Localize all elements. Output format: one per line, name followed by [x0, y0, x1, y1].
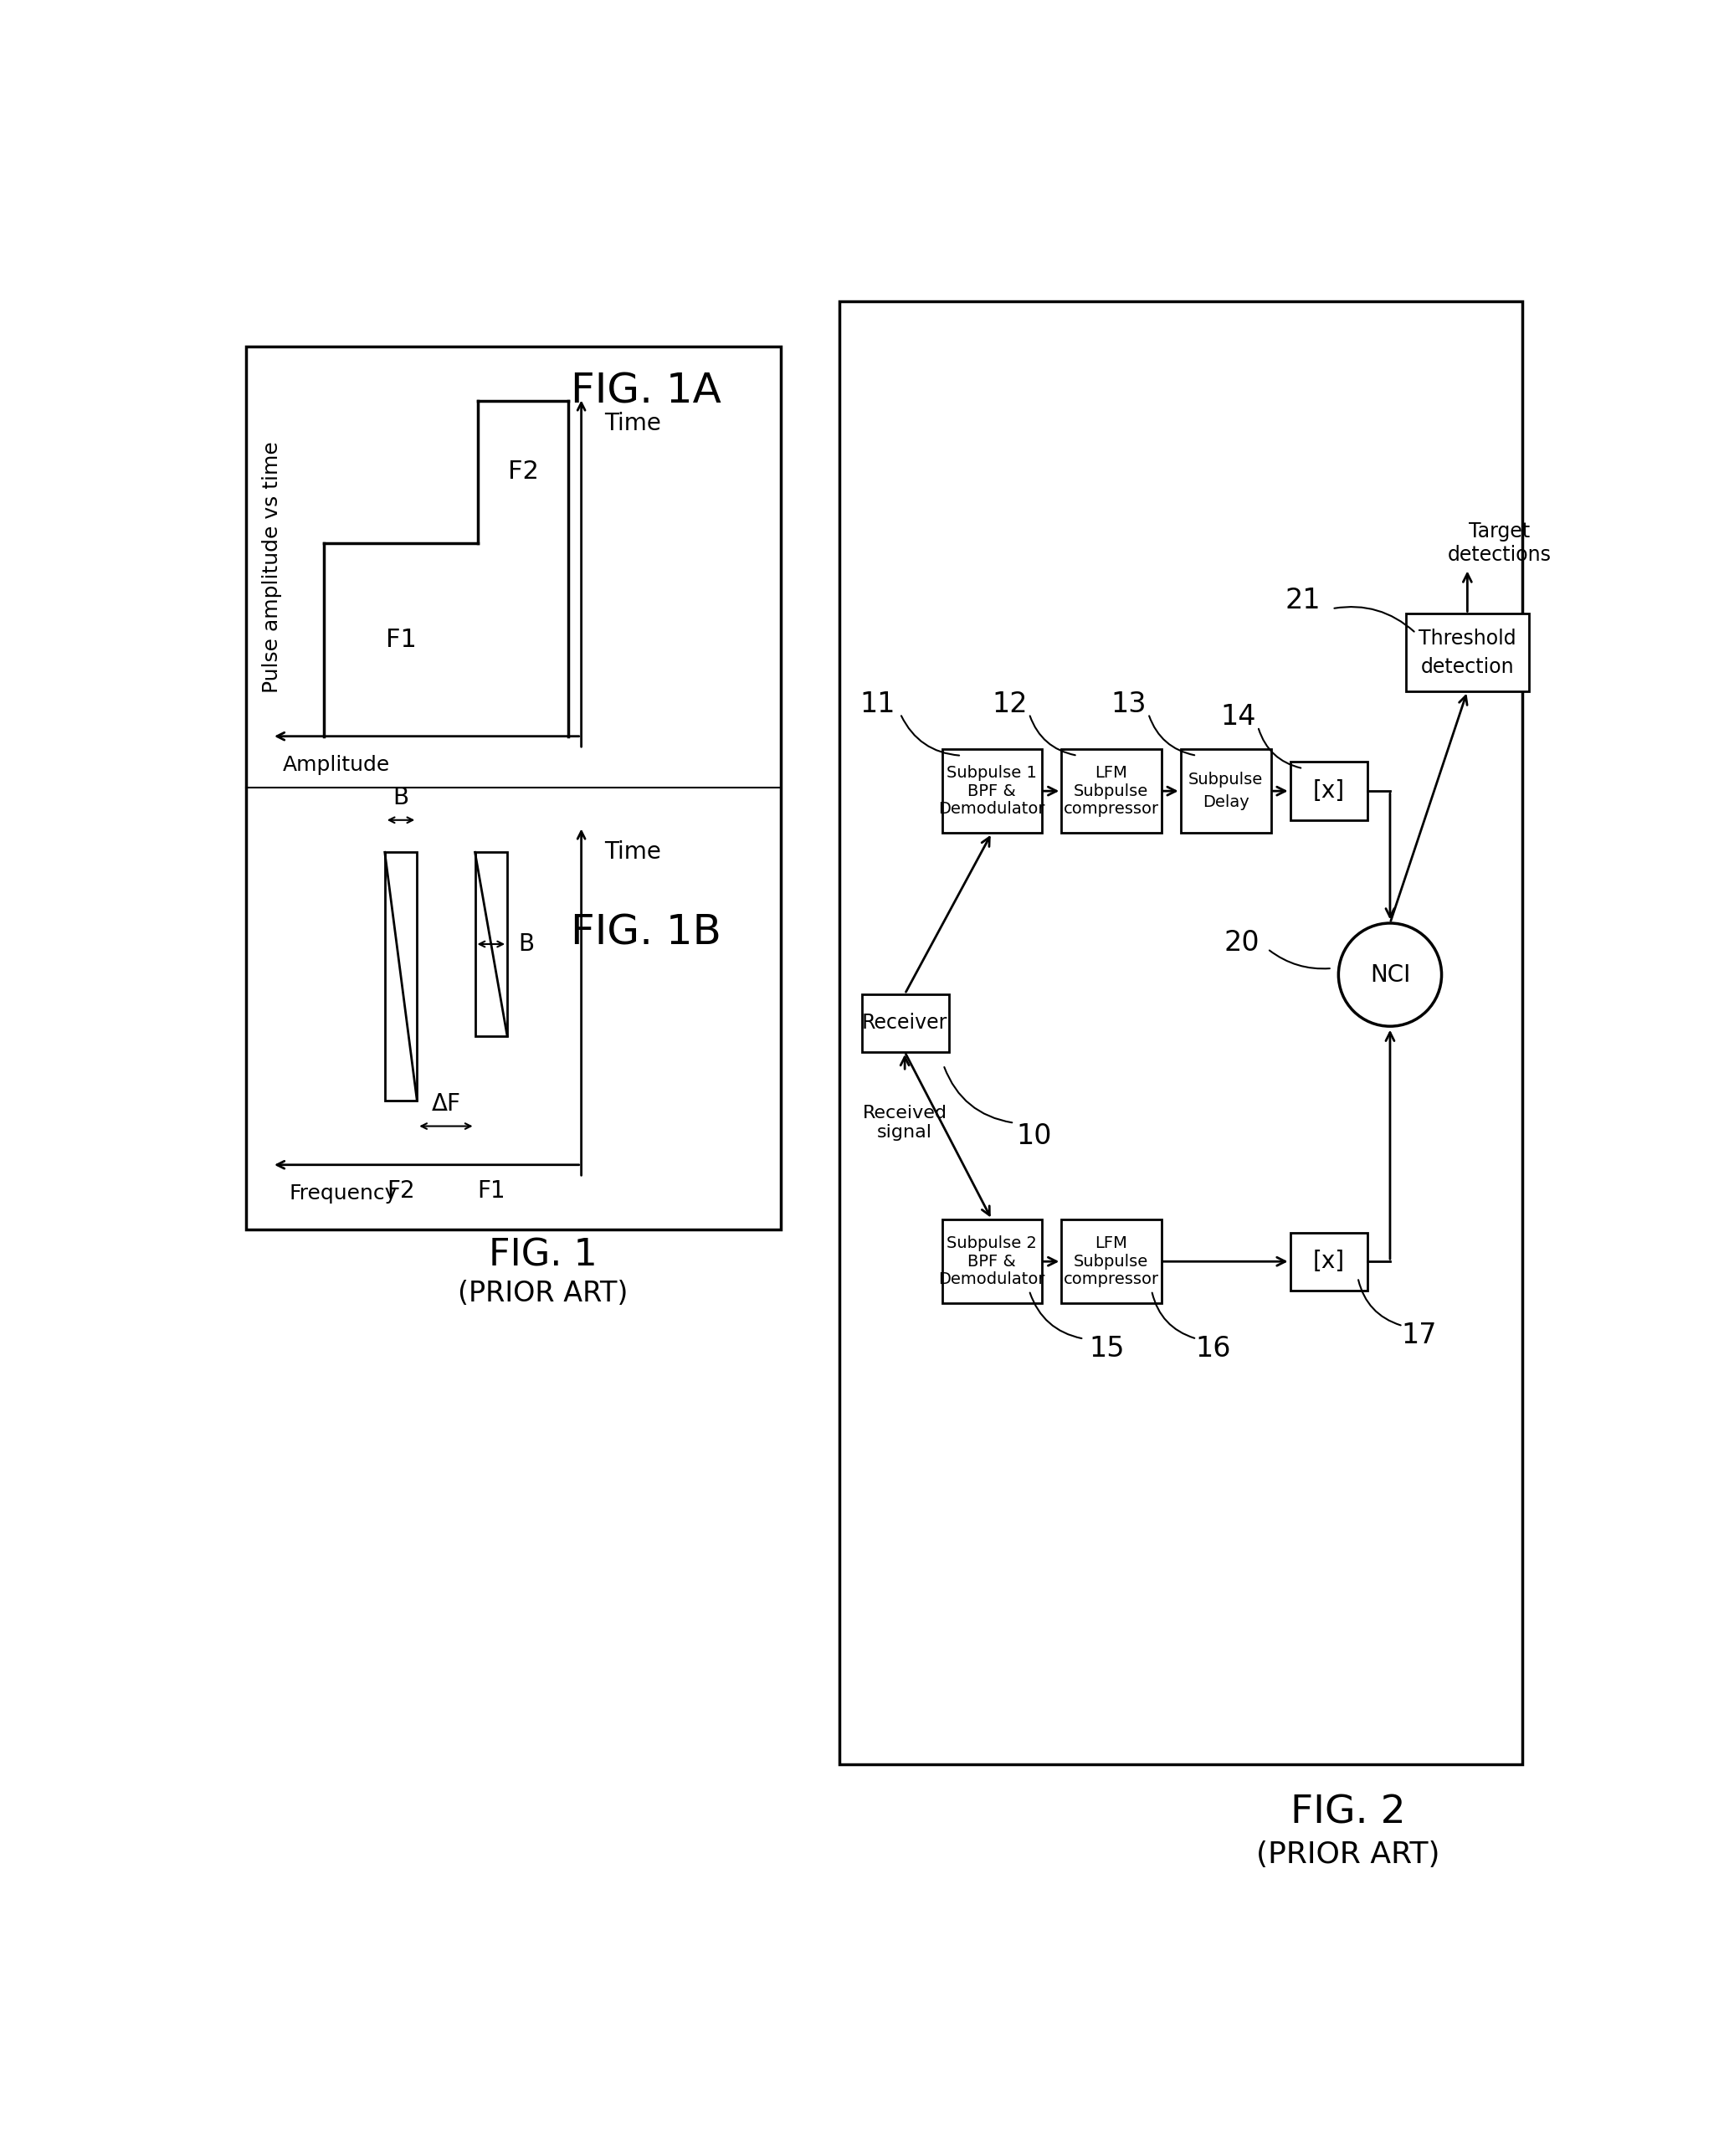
Text: 12: 12 [992, 690, 1027, 718]
Text: [x]: [x] [1312, 778, 1345, 802]
Text: compressor: compressor [1063, 1272, 1158, 1287]
Text: 13: 13 [1112, 690, 1146, 718]
Text: FIG. 2: FIG. 2 [1290, 1794, 1406, 1830]
Text: Pulse amplitude vs time: Pulse amplitude vs time [263, 442, 282, 692]
Text: F1: F1 [386, 627, 417, 651]
Text: Time: Time [605, 841, 660, 865]
Text: 11: 11 [859, 690, 896, 718]
Text: F1: F1 [477, 1179, 505, 1203]
Text: Received
signal: Received signal [863, 1104, 947, 1141]
Text: Threshold: Threshold [1418, 627, 1516, 649]
Text: Delay: Delay [1202, 796, 1248, 811]
Text: 15: 15 [1089, 1335, 1124, 1363]
Bar [839, 302, 1522, 1764]
Bar [1062, 1220, 1162, 1304]
Bar [861, 994, 949, 1052]
Text: B: B [519, 931, 534, 955]
Bar [386, 852, 417, 1100]
Text: ΔF: ΔF [431, 1091, 460, 1115]
Text: LFM: LFM [1094, 1235, 1127, 1250]
Bar [942, 1220, 1043, 1304]
Text: [x]: [x] [1312, 1250, 1345, 1274]
Text: Frequency: Frequency [289, 1184, 398, 1203]
Bar [475, 852, 507, 1035]
Text: Subpulse: Subpulse [1074, 783, 1148, 800]
Text: F2: F2 [387, 1179, 415, 1203]
Bar [1290, 1233, 1368, 1291]
Text: FIG. 1: FIG. 1 [488, 1238, 597, 1272]
Text: Time: Time [605, 412, 660, 436]
Text: LFM: LFM [1094, 765, 1127, 780]
Text: Receiver: Receiver [863, 1013, 947, 1033]
Text: Demodulator: Demodulator [939, 802, 1044, 817]
Text: F2: F2 [508, 459, 539, 485]
Text: 17: 17 [1400, 1322, 1437, 1350]
Text: 16: 16 [1195, 1335, 1231, 1363]
Bar [1062, 748, 1162, 832]
Text: FIG. 1B: FIG. 1B [571, 912, 721, 953]
Text: BPF &: BPF & [968, 1253, 1017, 1270]
Text: 14: 14 [1221, 703, 1257, 731]
Text: Subpulse 2: Subpulse 2 [947, 1235, 1037, 1250]
Text: Demodulator: Demodulator [939, 1272, 1044, 1287]
Text: detection: detection [1421, 658, 1515, 677]
Text: BPF &: BPF & [968, 783, 1017, 800]
Bar [1181, 748, 1271, 832]
Text: compressor: compressor [1063, 802, 1158, 817]
Text: Target
detections: Target detections [1447, 522, 1551, 565]
Bar [1406, 614, 1528, 692]
Text: 10: 10 [1017, 1121, 1051, 1149]
Text: 20: 20 [1224, 929, 1260, 957]
Bar [942, 748, 1043, 832]
Bar [246, 347, 782, 1229]
Text: 21: 21 [1285, 586, 1321, 614]
Text: Amplitude: Amplitude [284, 755, 391, 776]
Text: FIG. 1A: FIG. 1A [571, 371, 721, 412]
Text: Subpulse 1: Subpulse 1 [947, 765, 1037, 780]
Text: (PRIOR ART): (PRIOR ART) [1257, 1841, 1440, 1869]
Text: (PRIOR ART): (PRIOR ART) [458, 1281, 628, 1307]
Text: B: B [392, 785, 408, 808]
Text: Subpulse: Subpulse [1074, 1253, 1148, 1270]
Text: Subpulse: Subpulse [1188, 772, 1264, 787]
Text: NCI: NCI [1369, 964, 1411, 987]
Bar [1290, 761, 1368, 819]
